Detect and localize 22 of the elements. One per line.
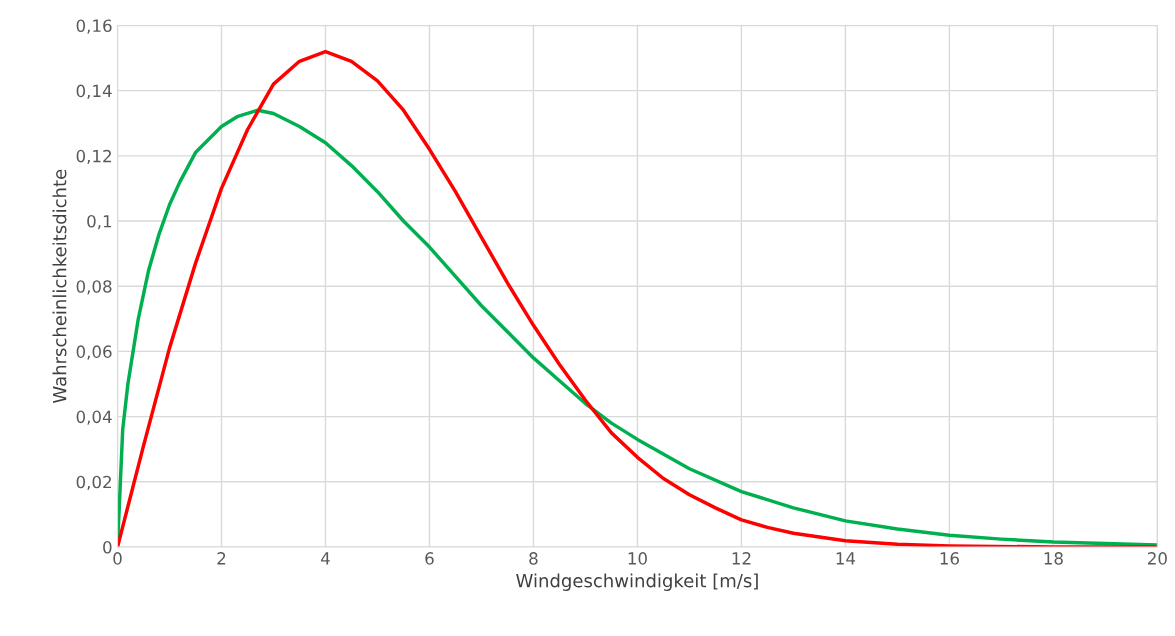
y-tick-label: 0,14 xyxy=(76,84,112,99)
y-tick-label: 0,02 xyxy=(76,475,111,491)
y-tick-label: 0,08 xyxy=(76,280,112,295)
x-tick-label: 6 xyxy=(425,552,434,565)
x-tick-label: 16 xyxy=(940,552,959,565)
x-tick-label: 14 xyxy=(836,552,856,565)
y-tick-label: 0,1 xyxy=(87,214,112,230)
x-tick-label: 8 xyxy=(529,552,538,565)
y-axis-title: Wahrscheinlichkeitsdichte xyxy=(52,169,67,404)
y-tick-label: 0,12 xyxy=(76,149,111,165)
x-tick-label: 2 xyxy=(217,552,226,565)
y-tick-label: 0 xyxy=(103,540,112,554)
x-tick-label: 12 xyxy=(732,552,751,565)
y-tick-label: 0,06 xyxy=(76,345,112,360)
y-tick-label: 0,04 xyxy=(76,410,112,425)
y-tick-label: 0,16 xyxy=(76,19,112,34)
x-tick-label: 4 xyxy=(320,552,330,565)
x-tick-label: 20 xyxy=(1147,552,1167,565)
x-tick-label: 0 xyxy=(113,552,122,565)
x-tick-label: 10 xyxy=(628,552,647,565)
x-tick-label: 18 xyxy=(1044,552,1063,565)
x-axis-title: Windgeschwindigkeit [m/s] xyxy=(516,573,758,591)
